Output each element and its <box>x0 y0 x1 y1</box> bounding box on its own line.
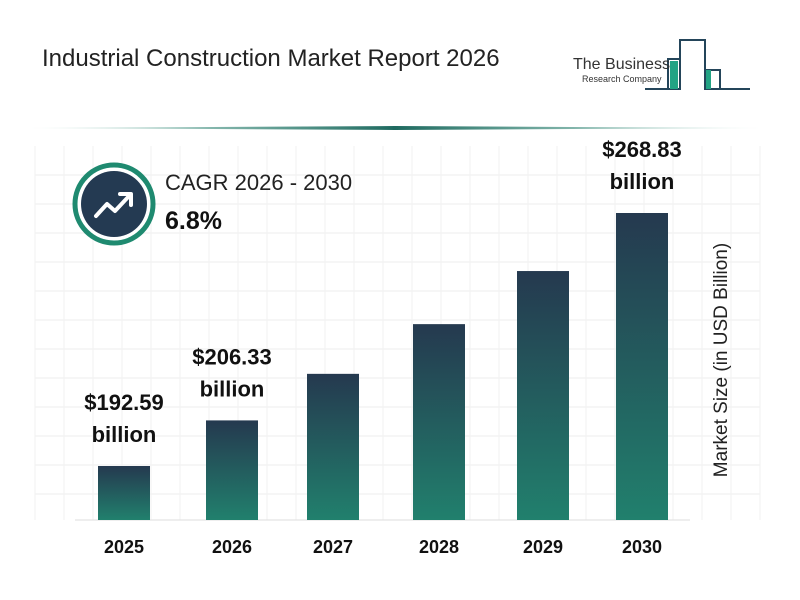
data-label-unit: billion <box>610 169 675 194</box>
data-label: $268.83 <box>602 137 682 162</box>
data-label-unit: billion <box>200 376 265 401</box>
bar-2028 <box>413 324 465 520</box>
data-label-unit: billion <box>92 422 157 447</box>
company-logo: The Business Research Company <box>570 34 755 94</box>
x-tick-label: 2028 <box>419 537 459 557</box>
bar-2030 <box>616 213 668 520</box>
bar-2027 <box>307 373 359 520</box>
data-label: $192.59 <box>84 390 164 415</box>
header-divider <box>30 126 760 130</box>
cagr-value: 6.8% <box>165 207 222 235</box>
x-tick-label: 2026 <box>212 537 252 557</box>
x-tick-label: 2029 <box>523 537 563 557</box>
x-tick-label: 2027 <box>313 537 353 557</box>
cagr-label: CAGR 2026 - 2030 <box>165 170 353 195</box>
x-tick-label: 2025 <box>104 537 144 557</box>
y-axis-label: Market Size (in USD Billion) <box>711 242 732 478</box>
logo-line1: The Business <box>573 56 670 73</box>
data-label: $206.33 <box>192 344 272 369</box>
bar-2029 <box>517 271 569 520</box>
bar-2025 <box>98 466 150 520</box>
logo-line2: Research Company <box>582 74 662 84</box>
page-title: Industrial Construction Market Report 20… <box>42 45 500 72</box>
trending-up-icon <box>72 162 156 246</box>
logo-buildings-icon <box>645 39 750 90</box>
bar-2026 <box>206 420 258 520</box>
x-tick-label: 2030 <box>622 537 662 557</box>
